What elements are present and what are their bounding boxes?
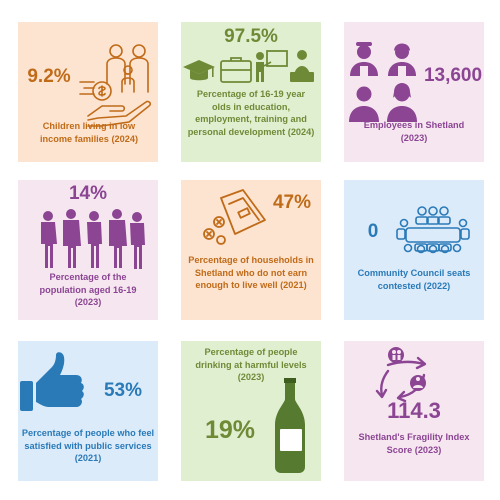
stat-caption: Percentage of people drinking at harmful… bbox=[195, 347, 307, 383]
stat-caption: Children living in low income families (… bbox=[39, 121, 139, 144]
stat-value: 19% bbox=[204, 416, 256, 444]
stat-value: 14% bbox=[68, 183, 108, 204]
stat-value: 0 bbox=[367, 221, 379, 242]
stat-caption: Shetland's Fragility Index Score (2023) bbox=[358, 432, 470, 455]
young-people-icon bbox=[41, 209, 145, 269]
thumbs-up-icon bbox=[20, 352, 84, 411]
tile-employees: 13,600 Employees in Shetland (2023) bbox=[344, 22, 484, 162]
stat-caption: Percentage of 16-19 year olds in educati… bbox=[187, 89, 315, 137]
tile-community-council: 0 Community Council seats contested (202… bbox=[344, 180, 484, 320]
stat-caption: Percentage of the population aged 16-19 … bbox=[39, 272, 137, 308]
stat-value: 114.3 bbox=[387, 398, 441, 423]
stat-value: 13,600 bbox=[423, 65, 483, 86]
meeting-table-icon bbox=[396, 206, 470, 254]
family-money-icon bbox=[79, 44, 152, 127]
stat-value: 97.5% bbox=[224, 26, 278, 47]
tile-education-employment: 97.5% Percentage of 16-19 year olds in e… bbox=[181, 22, 321, 162]
wallet-coins-icon bbox=[203, 189, 266, 245]
stat-caption: Employees in Shetland (2023) bbox=[363, 120, 465, 143]
stat-caption: Community Council seats contested (2022) bbox=[357, 268, 471, 291]
stat-value: 53% bbox=[103, 380, 143, 401]
tile-public-services: 53% Percentage of people who feel satisf… bbox=[18, 341, 158, 481]
workers-icon bbox=[349, 42, 417, 122]
education-icons bbox=[183, 50, 314, 83]
tile-fragility-index: 114.3 Shetland's Fragility Index Score (… bbox=[344, 341, 484, 481]
wine-bottle-icon bbox=[275, 378, 305, 473]
stat-caption: Percentage of people who feel satisfied … bbox=[21, 428, 155, 464]
tile-children-low-income: 9.2% Children living in low income famil… bbox=[18, 22, 158, 162]
exchange-arrows-icon bbox=[375, 347, 427, 403]
stat-value: 47% bbox=[272, 192, 312, 213]
stat-value: 9.2% bbox=[27, 66, 71, 87]
tile-households-income: 47% Percentage of households in Shetland… bbox=[181, 180, 321, 320]
tile-population-16-19: 14% Percentage of the bbox=[18, 180, 158, 320]
tile-harmful-drinking: Percentage of people drinking at harmful… bbox=[181, 341, 321, 481]
stat-caption: Percentage of households in Shetland who… bbox=[188, 255, 314, 291]
